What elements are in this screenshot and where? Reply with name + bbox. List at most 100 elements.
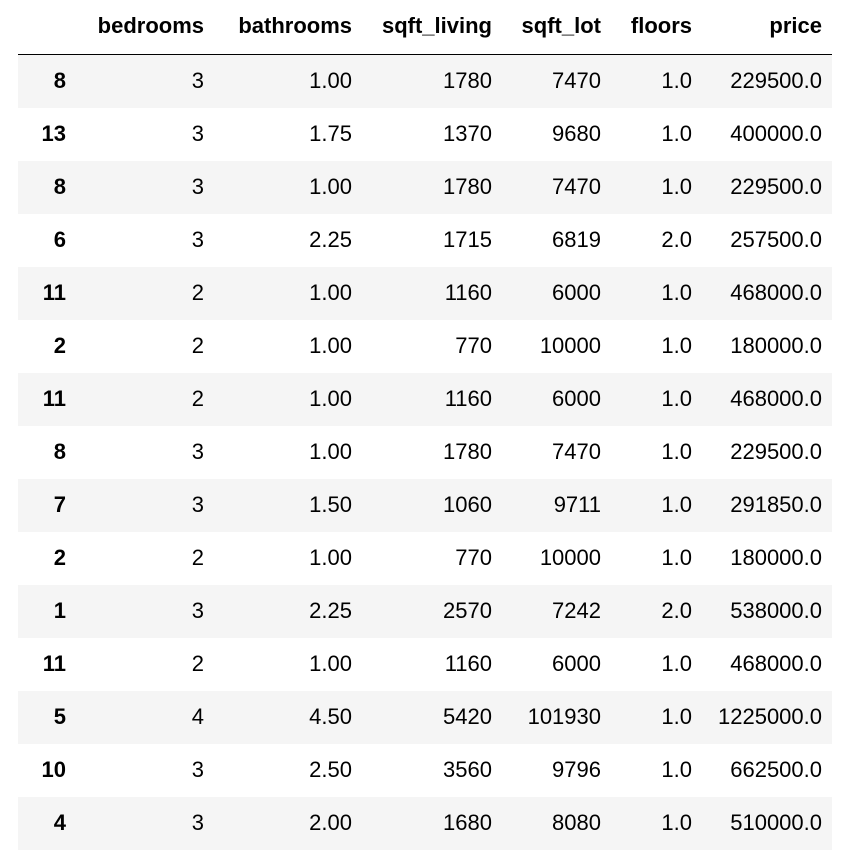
- table-row: 8 3 1.00 1780 7470 1.0 229500.0: [18, 160, 832, 214]
- cell-floors: 1.0: [661, 439, 692, 464]
- cell-sqft-lot: 8080: [552, 810, 601, 835]
- row-index: 8: [53, 68, 66, 94]
- row-index: 5: [53, 704, 66, 729]
- cell-sqft-living: 1780: [443, 439, 492, 464]
- cell-bedrooms: 3: [191, 810, 204, 835]
- cell-sqft-living: 1780: [443, 68, 492, 94]
- table-row: 11 2 1.00 1160 6000 1.0 468000.0: [18, 372, 832, 426]
- cell-bathrooms: 2.00: [309, 810, 352, 835]
- cell-bathrooms: 1.00: [309, 439, 352, 464]
- cell-sqft-living: 1160: [444, 386, 492, 411]
- cell-bedrooms: 2: [191, 651, 204, 676]
- row-index: 4: [53, 810, 66, 835]
- cell-bathrooms: 2.25: [309, 598, 352, 623]
- cell-bedrooms: 3: [191, 598, 204, 623]
- cell-price: 400000.0: [730, 121, 822, 146]
- cell-price: 180000.0: [730, 333, 822, 358]
- cell-price: 229500.0: [730, 68, 822, 94]
- row-index: 11: [42, 280, 66, 305]
- cell-price: 180000.0: [730, 545, 822, 570]
- table-body: 8 3 1.00 1780 7470 1.0 229500.0 13 3 1.75 1370 9680…: [18, 54, 832, 850]
- cell-sqft-living: 1060: [443, 492, 492, 517]
- cell-bedrooms: 4: [191, 704, 204, 729]
- cell-floors: 1.0: [661, 68, 692, 94]
- index-column-header: [18, 0, 76, 55]
- table-row: 13 3 1.75 1370 9680 1.0 400000.0: [18, 108, 832, 161]
- cell-bedrooms: 2: [191, 280, 204, 305]
- table-row: 2 2 1.00 770 10000 1.0 180000.0: [18, 320, 832, 373]
- row-index: 11: [42, 651, 66, 676]
- cell-sqft-lot: 9796: [552, 757, 601, 782]
- table-row: 6 3 2.25 1715 6819 2.0 257500.0: [18, 214, 832, 267]
- cell-sqft-living: 770: [455, 545, 492, 570]
- cell-bedrooms: 2: [191, 333, 204, 358]
- cell-sqft-living: 1160: [444, 280, 492, 305]
- cell-floors: 1.0: [661, 121, 692, 146]
- cell-bathrooms: 1.00: [309, 280, 352, 305]
- cell-bedrooms: 3: [191, 439, 204, 464]
- cell-bedrooms: 3: [191, 68, 204, 94]
- column-header-sqft-lot: sqft_lot: [502, 0, 611, 55]
- row-index: 6: [53, 227, 66, 252]
- row-index: 7: [53, 492, 66, 517]
- cell-bathrooms: 1.00: [309, 386, 352, 411]
- cell-price: 538000.0: [730, 598, 822, 623]
- cell-price: 468000.0: [730, 280, 822, 305]
- cell-price: 257500.0: [730, 227, 822, 252]
- cell-sqft-lot: 101930: [527, 704, 601, 729]
- cell-floors: 1.0: [661, 280, 692, 305]
- column-header-price: price: [702, 0, 832, 55]
- cell-sqft-living: 1715: [443, 227, 492, 252]
- cell-price: 229500.0: [730, 439, 822, 464]
- column-header-bedrooms: bedrooms: [76, 0, 214, 55]
- table-row: 5 4 4.50 5420 101930 1.0 1225000.0: [18, 690, 832, 744]
- table-row: 1 3 2.25 2570 7242 2.0 538000.0: [18, 584, 832, 638]
- table-row: 11 2 1.00 1160 6000 1.0 468000.0: [18, 266, 832, 320]
- cell-floors: 1.0: [661, 810, 692, 835]
- cell-floors: 2.0: [661, 227, 692, 252]
- cell-sqft-living: 2570: [443, 598, 492, 623]
- row-index: 1: [53, 598, 66, 623]
- row-index: 8: [53, 174, 66, 199]
- cell-price: 229500.0: [730, 174, 822, 199]
- cell-bathrooms: 2.25: [309, 227, 352, 252]
- table-row: 8 3 1.00 1780 7470 1.0 229500.0: [18, 54, 832, 108]
- row-index: 11: [42, 386, 66, 411]
- column-header-sqft-living: sqft_living: [362, 0, 502, 55]
- cell-sqft-living: 1780: [443, 174, 492, 199]
- cell-floors: 1.0: [661, 704, 692, 729]
- table-row: 7 3 1.50 1060 9711 1.0 291850.0: [18, 478, 832, 532]
- cell-bedrooms: 3: [191, 757, 204, 782]
- table-row: 4 3 2.00 1680 8080 1.0 510000.0: [18, 796, 832, 850]
- cell-sqft-lot: 9680: [552, 121, 601, 146]
- cell-bathrooms: 4.50: [309, 704, 352, 729]
- cell-bathrooms: 2.50: [309, 757, 352, 782]
- cell-sqft-lot: 7470: [552, 68, 601, 94]
- cell-price: 510000.0: [730, 810, 822, 835]
- row-index: 2: [53, 545, 66, 570]
- cell-price: 468000.0: [730, 651, 822, 676]
- cell-sqft-lot: 7470: [552, 174, 601, 199]
- table-row: 8 3 1.00 1780 7470 1.0 229500.0: [18, 426, 832, 479]
- cell-floors: 1.0: [661, 757, 692, 782]
- cell-sqft-lot: 6819: [552, 227, 601, 252]
- table-row: 11 2 1.00 1160 6000 1.0 468000.0: [18, 638, 832, 691]
- cell-bedrooms: 2: [191, 386, 204, 411]
- cell-sqft-lot: 9711: [553, 492, 601, 517]
- cell-sqft-living: 1370: [443, 121, 492, 146]
- cell-floors: 1.0: [661, 492, 692, 517]
- cell-floors: 1.0: [661, 386, 692, 411]
- cell-floors: 1.0: [661, 174, 692, 199]
- cell-sqft-living: 1680: [443, 810, 492, 835]
- dataframe-table: bedrooms bathrooms sqft_living sqft_lot …: [18, 0, 832, 850]
- cell-bathrooms: 1.00: [309, 333, 352, 358]
- cell-bedrooms: 3: [191, 227, 204, 252]
- cell-sqft-lot: 10000: [539, 545, 601, 570]
- cell-sqft-living: 3560: [443, 757, 492, 782]
- row-index: 13: [41, 121, 66, 146]
- cell-bedrooms: 3: [191, 174, 204, 199]
- cell-sqft-living: 770: [455, 333, 492, 358]
- cell-sqft-lot: 6000: [552, 386, 601, 411]
- table-row: 2 2 1.00 770 10000 1.0 180000.0: [18, 532, 832, 585]
